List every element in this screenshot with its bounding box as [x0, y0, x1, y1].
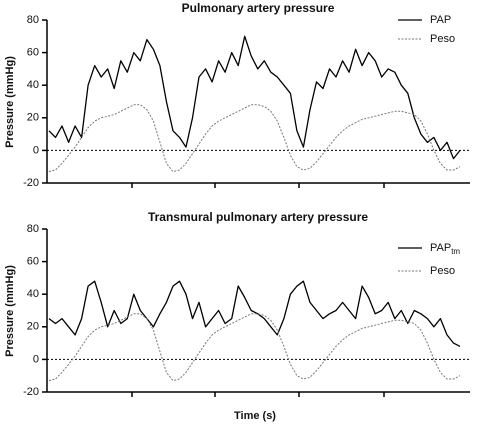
legend-name: Peso	[430, 33, 455, 45]
y-tick-label: 80	[27, 223, 39, 235]
legend-subscript: tm	[451, 247, 460, 256]
y-tick-label: 60	[27, 256, 39, 268]
legend-label: PAPtm	[430, 242, 460, 256]
legend-label: Peso	[430, 265, 455, 277]
legend-label: PAP	[430, 14, 451, 26]
y-axis-label: Pressure (mmHg)	[4, 56, 16, 148]
y-tick-label: -20	[23, 177, 39, 189]
legend-name: PAP	[430, 242, 451, 254]
y-tick-label: 0	[33, 353, 39, 365]
series-line	[48, 313, 461, 382]
y-tick-label: 60	[27, 47, 39, 59]
y-tick-label: 20	[27, 321, 39, 333]
chart-title: Transmural pulmonary artery pressure	[148, 210, 368, 224]
y-tick-label: 40	[27, 288, 39, 300]
legend-name: Peso	[430, 265, 455, 277]
y-tick-label: 0	[33, 144, 39, 156]
y-tick-label: -20	[23, 386, 39, 398]
y-axis-label: Pressure (mmHg)	[4, 265, 16, 357]
y-tick-label: 80	[27, 14, 39, 26]
legend-label: Peso	[430, 33, 455, 45]
series-line	[48, 280, 461, 347]
legend-name: PAP	[430, 14, 451, 26]
series-line	[48, 35, 461, 160]
series-line	[48, 104, 461, 173]
y-tick-label: 40	[27, 79, 39, 91]
x-axis-label: Time (s)	[234, 410, 276, 422]
chart-title: Pulmonary artery pressure	[182, 1, 335, 15]
y-tick-label: 20	[27, 112, 39, 124]
